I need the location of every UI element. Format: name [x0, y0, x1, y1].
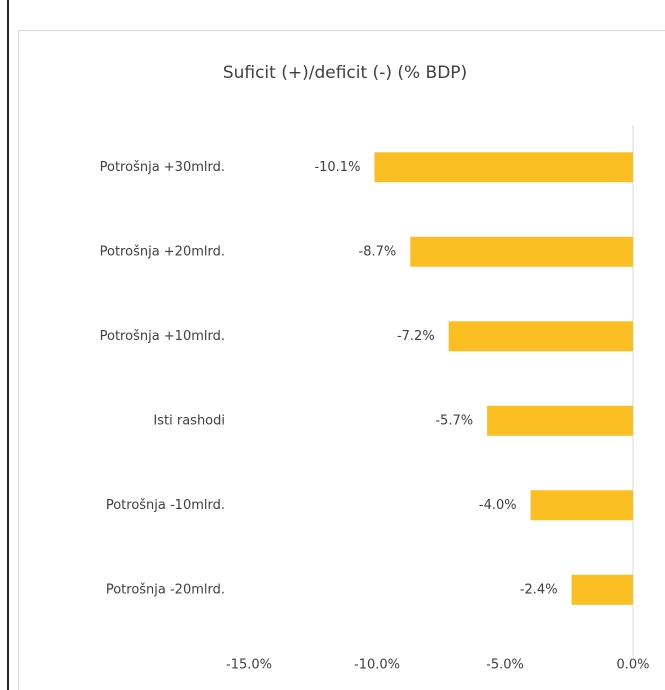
- chart-title: Suficit (+)/deficit (-) (% BDP): [223, 63, 467, 83]
- bar: [530, 490, 633, 521]
- data-label: -8.7%: [359, 244, 397, 259]
- data-label: -7.2%: [397, 329, 435, 344]
- bar: [374, 152, 633, 183]
- y-tick-label: Potrošnja +20mlrd.: [100, 244, 225, 259]
- x-tick-label: -10.0%: [354, 658, 400, 673]
- y-tick-label: Potrošnja +30mlrd.: [100, 160, 225, 175]
- bar: [448, 321, 633, 352]
- bar: [571, 574, 633, 605]
- data-label: -2.4%: [520, 582, 558, 597]
- bar: [487, 405, 633, 436]
- y-tick-label: Potrošnja +10mlrd.: [100, 329, 225, 344]
- x-tick-label: -5.0%: [486, 658, 524, 673]
- bar: [410, 236, 633, 267]
- y-tick-label: Potrošnja -20mlrd.: [106, 582, 225, 597]
- x-tick-label: 0.0%: [616, 658, 649, 673]
- x-tick-label: -15.0%: [226, 658, 272, 673]
- data-label: -4.0%: [479, 498, 517, 513]
- data-label: -5.7%: [435, 413, 473, 428]
- data-label: -10.1%: [314, 160, 360, 175]
- y-tick-label: Potrošnja -10mlrd.: [106, 498, 225, 513]
- y-tick-label: Isti rashodi: [153, 413, 225, 428]
- chart-border: [18, 30, 665, 690]
